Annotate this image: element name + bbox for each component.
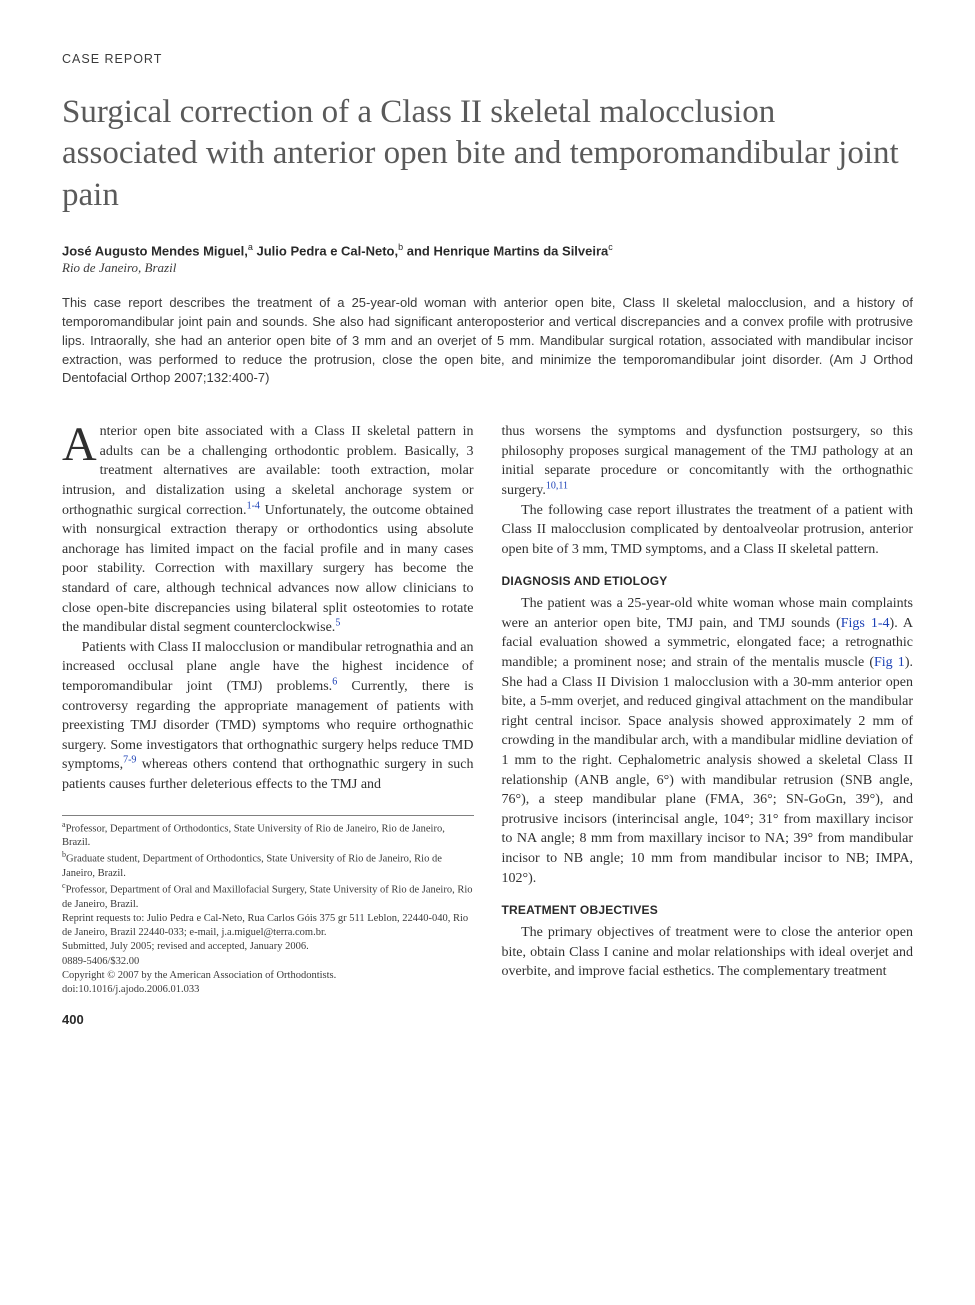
para-1-cont: Unfortunately, the outcome obtained with… bbox=[62, 503, 474, 636]
page-number: 400 bbox=[62, 1011, 474, 1029]
author-3: and Henrique Martins da Silveira bbox=[403, 243, 608, 258]
footnote-issn: 0889-5406/$32.00 bbox=[62, 955, 474, 969]
article-title: Surgical correction of a Class II skelet… bbox=[62, 92, 913, 216]
fig-link-1[interactable]: Fig 1 bbox=[874, 655, 905, 670]
ref-link-1-4[interactable]: 1-4 bbox=[247, 500, 260, 511]
ref-link-7-9[interactable]: 7-9 bbox=[123, 755, 136, 766]
para-1: Anterior open bite associated with a Cla… bbox=[62, 422, 474, 638]
para-r3: The patient was a 25-year-old white woma… bbox=[502, 594, 914, 888]
para-2: Patients with Class II malocclusion or m… bbox=[62, 638, 474, 795]
footnote-c: cProfessor, Department of Oral and Maxil… bbox=[62, 881, 474, 912]
footnote-doi: doi:10.1016/j.ajodo.2006.01.033 bbox=[62, 983, 474, 997]
para-r3c: ). She had a Class II Division 1 maloccl… bbox=[502, 655, 914, 886]
para-r1: thus worsens the symptoms and dysfunctio… bbox=[502, 422, 914, 500]
abstract-text: This case report describes the treatment… bbox=[62, 294, 913, 388]
author-sup-c: c bbox=[608, 242, 613, 252]
left-column: Anterior open bite associated with a Cla… bbox=[62, 422, 474, 1029]
section-head-diagnosis: DIAGNOSIS AND ETIOLOGY bbox=[502, 573, 914, 590]
authors-line: José Augusto Mendes Miguel,a Julio Pedra… bbox=[62, 242, 913, 258]
body-columns: Anterior open bite associated with a Cla… bbox=[62, 422, 913, 1029]
footnote-copyright: Copyright © 2007 by the American Associa… bbox=[62, 969, 474, 983]
right-column: thus worsens the symptoms and dysfunctio… bbox=[502, 422, 914, 1029]
dropcap: A bbox=[62, 425, 97, 466]
footnote-a-text: Professor, Department of Orthodontics, S… bbox=[62, 823, 445, 848]
author-1: José Augusto Mendes Miguel, bbox=[62, 243, 248, 258]
author-2: Julio Pedra e Cal-Neto, bbox=[253, 243, 398, 258]
footnote-c-text: Professor, Department of Oral and Maxill… bbox=[62, 885, 473, 910]
section-head-treatment: TREATMENT OBJECTIVES bbox=[502, 902, 914, 919]
footnote-reprint: Reprint requests to: Julio Pedra e Cal-N… bbox=[62, 912, 474, 940]
ref-link-10-11[interactable]: 10,11 bbox=[546, 480, 568, 491]
figs-link-1-4[interactable]: Figs 1-4 bbox=[841, 616, 890, 631]
para-r2: The following case report illustrates th… bbox=[502, 501, 914, 560]
footnote-submitted: Submitted, July 2005; revised and accept… bbox=[62, 940, 474, 954]
para-r4: The primary objectives of treatment were… bbox=[502, 923, 914, 982]
section-label: CASE REPORT bbox=[62, 52, 913, 66]
footnote-b: bGraduate student, Department of Orthodo… bbox=[62, 850, 474, 881]
footnote-b-text: Graduate student, Department of Orthodon… bbox=[62, 854, 442, 879]
author-location: Rio de Janeiro, Brazil bbox=[62, 260, 913, 276]
ref-link-5[interactable]: 5 bbox=[335, 618, 340, 629]
footnotes-block: aProfessor, Department of Orthodontics, … bbox=[62, 815, 474, 998]
footnote-a: aProfessor, Department of Orthodontics, … bbox=[62, 820, 474, 851]
